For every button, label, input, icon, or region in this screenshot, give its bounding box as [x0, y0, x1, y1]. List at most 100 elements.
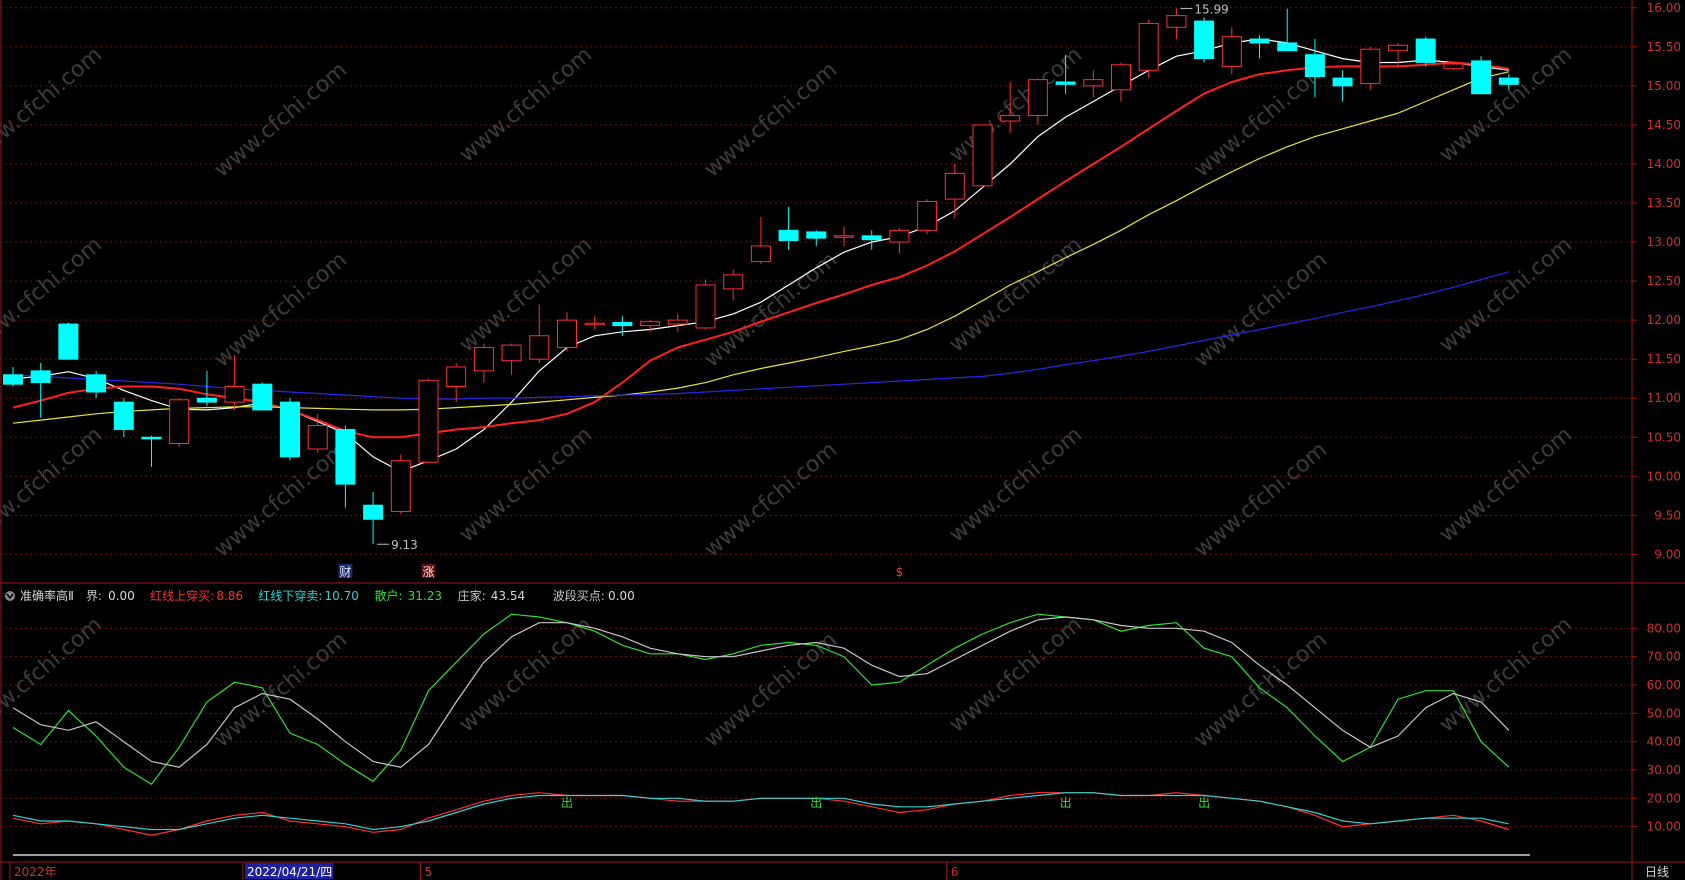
event-marker-label: 涨	[422, 564, 434, 579]
watermark-text: www.cfchi.com	[1435, 232, 1577, 357]
candle[interactable]	[363, 491, 384, 545]
candle-body	[944, 172, 965, 200]
event-marker[interactable]: 涨	[421, 564, 436, 579]
candle[interactable]	[889, 228, 910, 254]
candle[interactable]	[1443, 62, 1464, 71]
candle[interactable]	[834, 226, 854, 246]
date-label: 6	[951, 865, 959, 879]
candle[interactable]	[1249, 35, 1270, 59]
indicator-tick-label: 30.00	[1647, 763, 1681, 777]
candle[interactable]	[390, 454, 411, 514]
candle[interactable]	[1221, 27, 1242, 75]
candle[interactable]	[917, 199, 938, 235]
candle[interactable]	[252, 382, 273, 411]
candle-body	[1221, 36, 1242, 67]
candle-body	[224, 386, 245, 403]
candle-body	[667, 319, 688, 325]
candle-body	[252, 383, 273, 411]
price-tick-label: 13.00	[1647, 235, 1681, 249]
candle[interactable]	[1138, 19, 1159, 79]
period-label[interactable]: 日线	[1645, 865, 1669, 879]
candle[interactable]	[972, 124, 993, 188]
event-marker-label: 财	[339, 565, 351, 579]
candle[interactable]	[861, 230, 882, 250]
candle-body	[1166, 15, 1187, 28]
candle[interactable]	[1083, 70, 1104, 98]
candle[interactable]	[196, 370, 217, 407]
candle[interactable]	[473, 343, 494, 383]
indicator-legend-label: 庄家:	[458, 588, 486, 603]
candle[interactable]	[141, 435, 162, 467]
candle-body	[917, 200, 938, 231]
candle-body	[196, 397, 217, 403]
price-tick-label: 14.00	[1647, 157, 1681, 171]
candle[interactable]	[806, 230, 827, 246]
indicator-series-line	[12, 616, 1510, 768]
candle[interactable]	[1194, 17, 1215, 63]
event-marker[interactable]: $	[892, 564, 907, 579]
candle[interactable]	[280, 398, 300, 461]
candle[interactable]	[1415, 36, 1436, 67]
date-label: 2022/04/21/四	[247, 865, 332, 879]
candle[interactable]	[1277, 8, 1298, 52]
candle[interactable]	[224, 355, 245, 410]
candle[interactable]	[86, 370, 107, 399]
candle[interactable]	[584, 316, 605, 330]
candle[interactable]	[501, 343, 522, 375]
candle[interactable]	[1111, 62, 1131, 102]
candle[interactable]	[557, 312, 577, 352]
watermark-text: www.cfchi.com	[455, 422, 597, 547]
candle[interactable]	[723, 269, 744, 301]
candle[interactable]	[778, 206, 799, 250]
candle[interactable]	[612, 316, 633, 336]
candle[interactable]	[529, 304, 550, 364]
candle-body	[363, 504, 384, 520]
indicator-panel[interactable]: 准确率高Ⅱ 界: 0.00 红线上穿买: 8.86 红线下穿卖: 10.70 散户: 31.23…	[0, 588, 1681, 856]
candle[interactable]	[944, 163, 965, 219]
candle[interactable]	[1360, 46, 1381, 90]
candle[interactable]	[1166, 8, 1187, 40]
collapse-icon[interactable]	[5, 591, 15, 601]
candle-body	[501, 344, 522, 362]
candle[interactable]	[58, 322, 79, 360]
price-tick-label: 10.00	[1647, 469, 1681, 483]
date-highlight-box	[245, 863, 333, 879]
candle[interactable]	[3, 366, 23, 387]
candle-body	[889, 229, 910, 243]
indicator-legend-label: 红线下穿卖:	[258, 588, 322, 603]
sell-signal-marker: 出	[1060, 796, 1072, 810]
candle[interactable]	[113, 398, 134, 438]
candle[interactable]	[169, 398, 190, 447]
candle[interactable]	[1055, 54, 1076, 94]
candle[interactable]	[750, 217, 771, 264]
candle[interactable]	[335, 425, 356, 508]
event-marker-box	[892, 564, 907, 578]
date-label: 5	[425, 865, 433, 879]
candle[interactable]	[307, 413, 328, 453]
candle[interactable]	[667, 313, 688, 332]
candle[interactable]	[1332, 70, 1353, 102]
candle[interactable]	[418, 378, 439, 463]
price-annotation: 9.13	[377, 538, 418, 552]
candle[interactable]	[1388, 42, 1408, 67]
candle-body	[1388, 44, 1408, 52]
indicator-legend-label: 界:	[86, 589, 102, 603]
candle[interactable]	[1498, 74, 1519, 90]
candle-body	[861, 235, 882, 241]
indicator-legend-value: 0.00	[608, 589, 635, 603]
candle[interactable]	[30, 363, 51, 418]
price-tick-label: 13.50	[1647, 196, 1681, 210]
candle[interactable]	[695, 279, 716, 330]
candle[interactable]	[1304, 39, 1325, 98]
event-marker[interactable]: 财	[338, 564, 353, 579]
candle[interactable]	[1000, 81, 1021, 133]
candle-body	[1138, 22, 1159, 71]
candle[interactable]	[1027, 78, 1048, 125]
watermark-text: www.cfchi.com	[0, 422, 107, 547]
candle[interactable]	[1471, 56, 1492, 95]
candle[interactable]	[446, 363, 467, 403]
sell-signal-marker: 出	[561, 796, 573, 810]
candle[interactable]	[640, 320, 661, 332]
